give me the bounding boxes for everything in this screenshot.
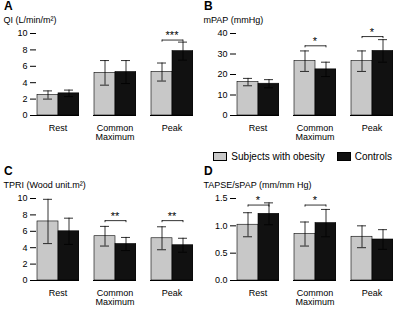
svg-text:Peak: Peak: [362, 123, 383, 133]
svg-text:CommonMaximum: CommonMaximum: [295, 123, 334, 142]
svg-text:8: 8: [22, 210, 27, 220]
svg-text:mPAP (mmHg): mPAP (mmHg): [204, 15, 264, 25]
svg-text:20: 20: [217, 69, 227, 79]
svg-text:1.5: 1.5: [215, 193, 228, 203]
svg-text:8: 8: [22, 45, 27, 55]
svg-text:TAPSE/sPAP (mm/mm Hg): TAPSE/sPAP (mm/mm Hg): [204, 180, 312, 190]
svg-text:10: 10: [217, 90, 227, 100]
svg-text:Rest: Rest: [249, 288, 268, 298]
svg-text:1.0: 1.0: [215, 221, 228, 231]
svg-text:0.0: 0.0: [215, 275, 228, 285]
svg-text:0: 0: [22, 275, 27, 285]
svg-text:**: **: [111, 210, 120, 222]
svg-text:Peak: Peak: [362, 288, 383, 298]
svg-text:30: 30: [217, 49, 227, 59]
svg-text:*: *: [313, 35, 318, 47]
svg-text:**: **: [168, 210, 177, 222]
svg-text:CommonMaximum: CommonMaximum: [295, 288, 334, 307]
html-text:C: C: [4, 164, 13, 178]
svg-text:0: 0: [222, 110, 227, 120]
svg-text:Peak: Peak: [162, 123, 183, 133]
svg-text:***: ***: [166, 29, 180, 41]
svg-text:Rest: Rest: [49, 123, 68, 133]
svg-text:2: 2: [22, 94, 27, 104]
svg-text:0: 0: [22, 110, 27, 120]
html-text:Controls: Controls: [354, 150, 392, 162]
svg-text:2: 2: [22, 259, 27, 269]
svg-text:10: 10: [17, 28, 27, 38]
svg-text:Peak: Peak: [162, 288, 183, 298]
svg-text:4: 4: [22, 243, 27, 253]
svg-text:CommonMaximum: CommonMaximum: [95, 123, 134, 142]
svg-text:6: 6: [22, 61, 27, 71]
html-text:Subjects with obesity: Subjects with obesity: [231, 150, 325, 162]
svg-text:10: 10: [17, 193, 27, 203]
svg-text:Rest: Rest: [49, 288, 68, 298]
svg-text:6: 6: [22, 226, 27, 236]
svg-text:TPRI (Wood unit.m²): TPRI (Wood unit.m²): [4, 180, 86, 190]
svg-text:CommonMaximum: CommonMaximum: [95, 288, 134, 307]
svg-text:Rest: Rest: [249, 123, 268, 133]
svg-text:*: *: [370, 26, 375, 38]
html-text:B: B: [204, 0, 213, 13]
html-text:D: D: [204, 164, 213, 178]
svg-text:*: *: [256, 194, 261, 206]
html-text:A: A: [4, 0, 13, 13]
svg-text:*: *: [313, 194, 318, 206]
svg-text:4: 4: [22, 78, 27, 88]
svg-text:0.5: 0.5: [215, 248, 228, 258]
svg-text:QI (L/min/m²): QI (L/min/m²): [4, 15, 57, 25]
svg-text:40: 40: [217, 28, 227, 38]
